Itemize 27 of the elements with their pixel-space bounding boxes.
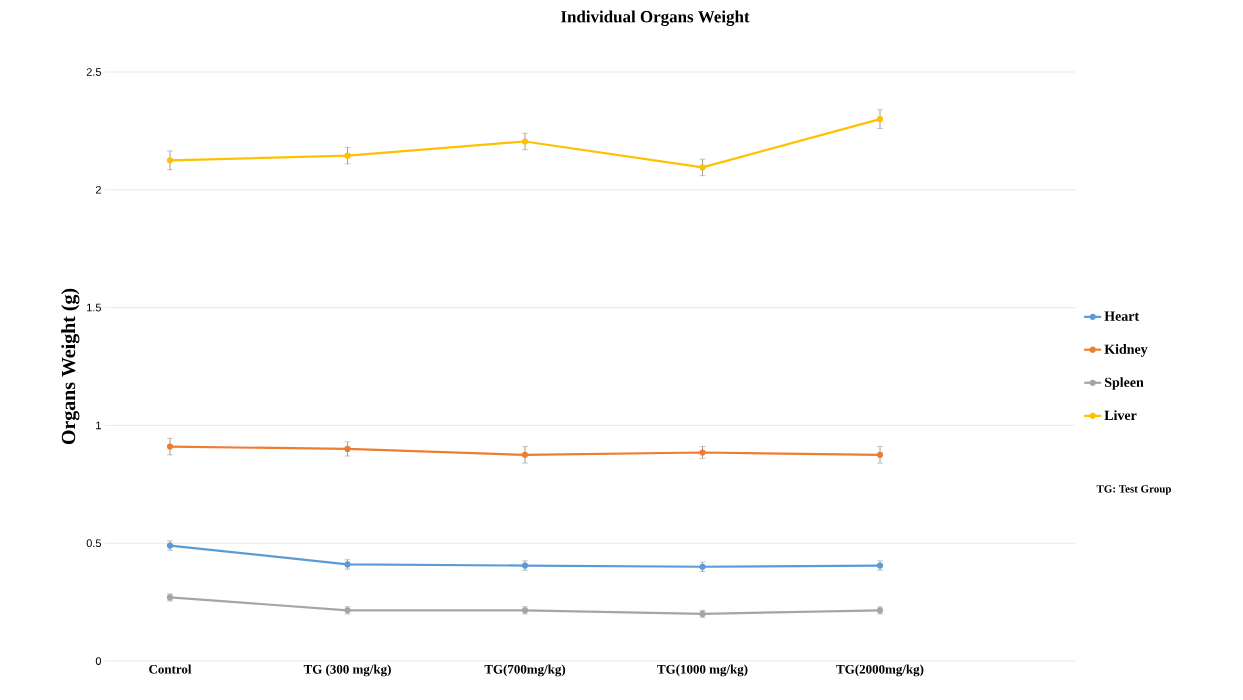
x-tick-label: Control: [149, 664, 192, 674]
y-tick-label: 2: [95, 185, 101, 194]
y-tick-label: 2.5: [86, 68, 102, 76]
y-tick-label: 1: [96, 421, 101, 430]
legend-label: Kidney: [1104, 344, 1148, 357]
text: TG: Test Group: [1096, 485, 1171, 495]
legend-label: Spleen: [1105, 377, 1144, 390]
y-tick-label: 0: [95, 657, 102, 665]
point: [344, 445, 351, 453]
legend-label: Liver: [1104, 410, 1137, 421]
chart-title: Individual Organs Weight: [561, 10, 750, 26]
x-tick-label: TG(1000 mg/kg): [657, 664, 748, 677]
x-tick-label: TG (300 mg/kg): [303, 664, 391, 677]
legend-label: Heart: [1104, 311, 1140, 321]
point: [876, 451, 884, 458]
point: [521, 451, 529, 458]
point: [876, 116, 884, 123]
point: [344, 152, 351, 159]
point: [166, 443, 174, 450]
point: [521, 138, 529, 145]
x-tick-label: TG(2000mg/kg): [836, 664, 924, 677]
point: [166, 157, 174, 164]
y-tick-label: 1.5: [87, 303, 102, 312]
y-axis-title: Organs Weight (g): [61, 288, 80, 445]
x-tick-label: TG(700mg/kg): [484, 664, 566, 677]
y-tick-label: 0.5: [86, 539, 102, 548]
point: [699, 164, 706, 171]
